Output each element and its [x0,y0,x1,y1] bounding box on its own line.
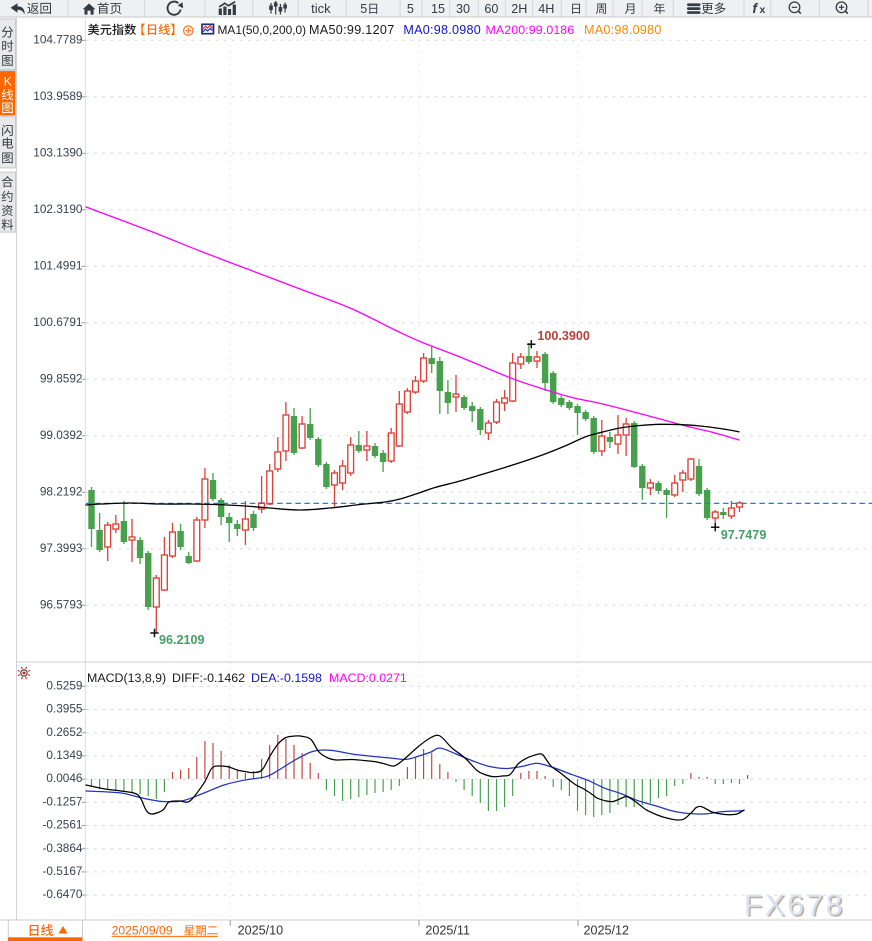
svg-text:MA1(50,0,200,0): MA1(50,0,200,0) [218,23,307,37]
svg-text:96.2109: 96.2109 [159,633,205,647]
svg-text:0.0046: 0.0046 [46,771,83,785]
svg-text:103.1390: 103.1390 [33,145,83,159]
svg-text:2H: 2H [511,2,527,16]
svg-text:0.1349: 0.1349 [46,748,82,762]
svg-text:2025/09/09: 2025/09/09 [112,924,173,938]
svg-text:15: 15 [431,2,445,16]
svg-text:100.6791: 100.6791 [33,315,82,329]
svg-text:DEA:-0.1598: DEA:-0.1598 [251,671,322,685]
svg-text:99.0392: 99.0392 [40,428,83,442]
svg-text:K: K [4,75,12,89]
svg-text:2025/10: 2025/10 [238,924,284,938]
svg-text:97.7479: 97.7479 [721,528,767,542]
svg-text:-0.5167: -0.5167 [42,864,82,878]
svg-text:97.3993: 97.3993 [40,541,83,555]
svg-text:102.3190: 102.3190 [33,202,83,216]
svg-text:4H: 4H [538,2,554,16]
svg-text:98.2192: 98.2192 [40,484,83,498]
svg-text:MA0:98.0980: MA0:98.0980 [584,23,662,37]
svg-text:0.2652: 0.2652 [46,725,82,739]
svg-text:MA200:99.0186: MA200:99.0186 [486,23,575,37]
svg-text:60: 60 [484,2,498,16]
svg-text:0.3955: 0.3955 [46,702,83,716]
svg-text:30: 30 [456,2,470,16]
svg-text:tick: tick [311,1,331,16]
svg-text:DIFF:-0.1462: DIFF:-0.1462 [172,671,245,685]
svg-text:FX678: FX678 [746,891,847,924]
svg-text:-0.2561: -0.2561 [42,818,82,832]
svg-text:MA50:99.1207: MA50:99.1207 [309,23,395,37]
svg-text:0.5259: 0.5259 [46,678,82,692]
svg-text:FX678: FX678 [744,889,845,922]
svg-text:103.9589: 103.9589 [33,89,82,103]
svg-text:-0.3864: -0.3864 [42,841,82,855]
svg-text:100.3900: 100.3900 [537,329,590,343]
svg-text:101.4991: 101.4991 [33,258,82,272]
svg-text:MA0:98.0980: MA0:98.0980 [403,23,481,37]
svg-text:MACD:0.0271: MACD:0.0271 [329,671,407,685]
svg-text:5: 5 [360,2,367,16]
svg-text:x: x [760,4,766,16]
svg-text:99.8592: 99.8592 [40,371,83,385]
svg-text:2025/12: 2025/12 [584,924,630,938]
svg-text:104.7789: 104.7789 [33,32,82,46]
svg-text:-0.6470: -0.6470 [42,887,82,901]
svg-text:MACD(13,8,9): MACD(13,8,9) [87,671,166,685]
svg-text:2025/11: 2025/11 [425,924,470,938]
svg-text:5: 5 [407,2,414,16]
svg-text:f: f [752,0,758,16]
svg-text:-0.1257: -0.1257 [42,794,82,808]
svg-text:96.5793: 96.5793 [40,597,83,611]
